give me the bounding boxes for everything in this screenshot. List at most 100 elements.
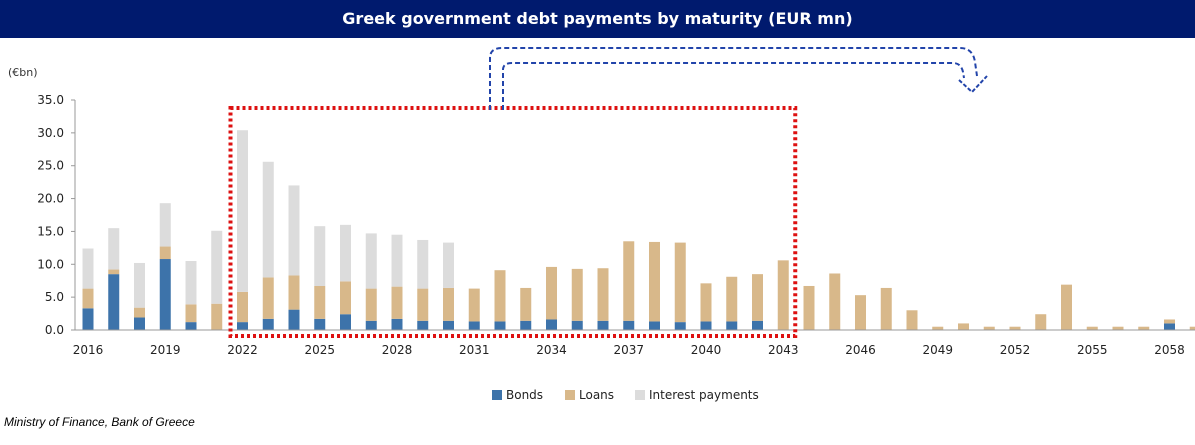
bar-bonds — [159, 259, 171, 330]
bar-interest — [134, 262, 145, 308]
x-tick-label: 2028 — [382, 343, 413, 357]
y-unit-label: (€bn) — [8, 66, 38, 79]
bar-bonds — [108, 274, 120, 330]
bar-loans — [829, 273, 841, 330]
bar-loans — [623, 241, 635, 321]
bar-bonds — [752, 320, 763, 330]
bar-interest — [159, 203, 171, 247]
bar-loans — [443, 287, 454, 321]
arrow-inner — [502, 62, 965, 110]
bar-bonds — [417, 320, 429, 330]
bar-loans — [777, 260, 789, 330]
legend-item-loans: Loans — [565, 388, 614, 402]
bar-loans — [1138, 326, 1150, 330]
bar-loans — [391, 286, 403, 319]
bar-loans — [237, 291, 248, 323]
x-tick-label: 2016 — [73, 343, 104, 357]
legend-item-bonds: Bonds — [492, 388, 543, 402]
bar-bonds — [340, 314, 351, 330]
y-tick-label: 30.0 — [37, 126, 64, 140]
bar-bonds — [288, 309, 300, 330]
debt-payments-chart: (€bn) 0.0 5.0 10.0 15.0 20.0 25.0 30.0 35.0 2016 2… — [8, 47, 1195, 357]
legend-swatch-interest — [635, 390, 645, 400]
legend-label-loans: Loans — [579, 388, 615, 402]
x-tick-label: 2037 — [613, 343, 644, 357]
y-tick-label: 20.0 — [37, 192, 64, 206]
bar-loans — [1112, 326, 1124, 330]
x-tick-label: 2049 — [922, 343, 953, 357]
x-tick-label: 2046 — [845, 343, 876, 357]
bar-loans — [340, 281, 351, 315]
bar-loans — [880, 287, 892, 330]
bar-loans — [700, 283, 712, 322]
bar-bonds — [468, 321, 480, 330]
legend-swatch-bonds — [492, 390, 502, 400]
bar-bonds — [1164, 323, 1175, 330]
bar-bonds — [82, 308, 94, 330]
bar-loans — [134, 307, 145, 318]
bar-interest — [288, 185, 300, 276]
bar-interest — [391, 234, 403, 287]
bar-loans — [468, 288, 480, 322]
arrow-head — [958, 75, 988, 94]
bar-loans — [958, 323, 969, 330]
bar-loans — [649, 241, 660, 322]
bar-bonds — [649, 321, 660, 330]
bar-interest — [185, 261, 197, 305]
y-tick-label: 0.0 — [45, 323, 64, 337]
bar-interest — [417, 239, 429, 289]
x-tick-label: 2040 — [691, 343, 722, 357]
highlight-box — [228, 106, 798, 338]
y-tick-label: 15.0 — [37, 224, 64, 238]
bar-loans — [674, 242, 686, 323]
bar-loans — [262, 277, 274, 319]
bar-bonds — [571, 320, 583, 330]
bar-bonds — [597, 320, 609, 330]
bar-loans — [571, 268, 583, 321]
bar-loans — [314, 285, 326, 319]
bar-interest — [237, 130, 248, 292]
bar-loans — [983, 326, 995, 330]
x-tick-label: 2052 — [1000, 343, 1031, 357]
legend-label-interest: Interest payments — [649, 388, 759, 402]
bar-loans — [1009, 326, 1021, 330]
bar-bonds — [262, 318, 274, 330]
bar-loans — [803, 285, 815, 330]
y-tick-label: 5.0 — [45, 290, 64, 304]
bar-loans — [546, 266, 557, 320]
bar-interest — [82, 248, 94, 289]
bar-loans — [520, 287, 532, 321]
bar-interest — [314, 226, 326, 286]
bar-interest — [340, 224, 351, 282]
bar-loans — [1035, 314, 1047, 330]
bar-bonds — [365, 320, 377, 330]
bar-interest — [108, 228, 120, 270]
legend-item-interest: Interest payments — [635, 388, 759, 402]
bar-bonds — [237, 322, 248, 330]
bar-bonds — [134, 317, 145, 330]
arrow-outer — [489, 47, 978, 110]
bar-loans — [82, 288, 94, 309]
bar-bonds — [494, 321, 506, 330]
bar-loans — [417, 288, 429, 321]
bar-bonds — [185, 322, 197, 330]
bar-loans — [1164, 319, 1175, 324]
bar-bonds — [443, 320, 454, 330]
bar-bonds — [314, 318, 326, 330]
bar-bonds — [700, 321, 712, 330]
bar-loans — [1061, 284, 1072, 330]
bar-loans — [185, 304, 197, 323]
x-tick-label: 2058 — [1154, 343, 1185, 357]
y-tick-label: 10.0 — [37, 257, 64, 271]
x-tick-label: 2019 — [150, 343, 181, 357]
bar-interest — [211, 230, 223, 304]
bar-loans — [211, 303, 223, 330]
bar-bonds — [623, 320, 635, 330]
x-tick-label: 2022 — [227, 343, 258, 357]
bar-loans — [108, 269, 120, 275]
bar-loans — [855, 295, 866, 330]
x-tick-label: 2043 — [768, 343, 799, 357]
bar-bonds — [520, 320, 532, 330]
bar-loans — [494, 270, 506, 322]
y-tick-label: 25.0 — [37, 159, 64, 173]
